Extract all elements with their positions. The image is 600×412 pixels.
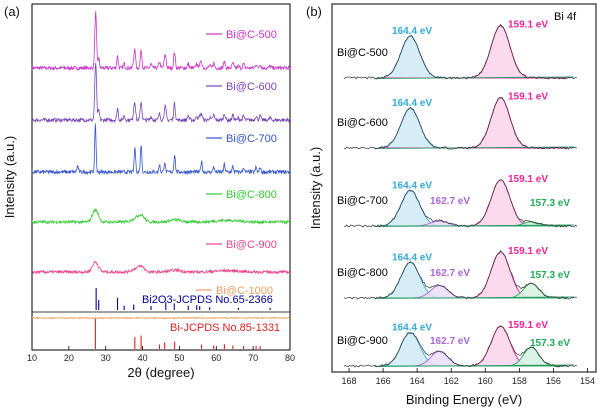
reference-label: Bi-JCPDS No.85-1331 bbox=[170, 322, 280, 334]
background-line bbox=[374, 76, 574, 79]
panel-a-series-labels: Bi@C-500 Bi@C-600 Bi@C-700 Bi@C-800 Bi@C-900… bbox=[196, 29, 277, 297]
peak-label: 159.1 eV bbox=[508, 92, 548, 103]
x-tick-label: 80 bbox=[285, 353, 295, 363]
xrd-curve bbox=[31, 316, 291, 320]
sample-label: Bi@C-500 bbox=[337, 47, 388, 59]
peak-label: 157.3 eV bbox=[530, 338, 570, 349]
series-label: Bi@C-500 bbox=[226, 29, 277, 41]
peak-label: 164.4 eV bbox=[392, 252, 432, 263]
x-tick-label: 20 bbox=[64, 353, 74, 363]
xrd-curve bbox=[31, 11, 291, 72]
fit-component bbox=[379, 107, 568, 149]
x-tick-label: 10 bbox=[27, 353, 37, 363]
panel-a-label: (a) bbox=[4, 4, 20, 19]
x-tick-label: 162 bbox=[444, 376, 459, 386]
xrd-curve bbox=[31, 123, 291, 176]
panel-a-x-ticks: 10 20 30 40 50 60 70 80 bbox=[27, 346, 295, 363]
x-tick-label: 70 bbox=[248, 353, 258, 363]
raw-spectrum bbox=[343, 250, 577, 300]
peak-label: 162.7 eV bbox=[430, 336, 470, 347]
panel-b-label: (b) bbox=[306, 4, 322, 19]
xrd-curve bbox=[31, 260, 291, 275]
raw-spectrum bbox=[343, 325, 578, 368]
xps-spectrum: Bi@C-800 164.4 eV 162.7 eV 159.1 eV 157.3 eV bbox=[337, 246, 577, 300]
x-tick-label: 30 bbox=[101, 353, 111, 363]
x-tick-label: 154 bbox=[580, 376, 595, 386]
peak-label: 157.3 eV bbox=[530, 198, 570, 209]
peak-label: 159.1 eV bbox=[508, 320, 548, 331]
panel-b-title: Bi 4f bbox=[554, 11, 577, 23]
peak-label: 159.1 eV bbox=[508, 174, 548, 185]
panel-a-y-axis-title: Intensity (a.u.) bbox=[2, 136, 17, 218]
x-tick-label: 160 bbox=[478, 376, 493, 386]
xrd-curve bbox=[31, 62, 290, 124]
x-tick-label: 40 bbox=[138, 353, 148, 363]
panel-b-y-axis-title: Intensity (a.u.) bbox=[308, 147, 323, 229]
raw-spectrum bbox=[343, 179, 578, 228]
panel-a-reference-sticks: Bi2O3-JCPDS No.65-2366 Bi-JCPDS No.85-133… bbox=[94, 288, 280, 349]
panel-a-x-axis-title: 2θ (degree) bbox=[127, 365, 194, 380]
x-tick-label: 164 bbox=[410, 376, 425, 386]
sample-label: Bi@C-900 bbox=[337, 335, 388, 347]
panel-b-x-ticks: 168 166 164 162 160 158 156 154 bbox=[342, 368, 595, 386]
panel-a-frame bbox=[31, 3, 291, 351]
peak-label: 164.4 eV bbox=[392, 180, 432, 191]
raw-spectrum bbox=[343, 96, 578, 150]
x-tick-label: 60 bbox=[211, 353, 221, 363]
sample-label: Bi@C-600 bbox=[337, 117, 388, 129]
x-tick-label: 168 bbox=[342, 376, 357, 386]
peak-label: 159.1 eV bbox=[508, 246, 548, 257]
peak-label: 164.4 eV bbox=[392, 98, 432, 109]
panel-b-x-axis-title: Binding Energy (eV) bbox=[406, 392, 522, 407]
panel-a: (a) Bi2O3-JCPDS No.65-2366 Bi-JCPDS No.85… bbox=[2, 3, 295, 380]
xps-spectrum: Bi@C-700 164.4 eV 162.7 eV 159.1 eV 157.3 eV bbox=[337, 174, 578, 228]
x-tick-label: 158 bbox=[512, 376, 527, 386]
panel-b-frame bbox=[331, 3, 597, 373]
xps-spectrum: Bi@C-900 164.4 eV 162.7 eV 159.1 eV 157.3 eV bbox=[337, 320, 578, 368]
series-label: Bi@C-600 bbox=[226, 81, 277, 93]
series-label: Bi@C-1000 bbox=[216, 285, 273, 297]
peak-label: 159.1 eV bbox=[508, 20, 548, 31]
background-line bbox=[374, 224, 574, 227]
peak-label: 157.3 eV bbox=[530, 270, 570, 281]
panel-b-spectra: Bi@C-500 164.4 eV 159.1 eV Bi@C-600 164.4 eV… bbox=[337, 20, 578, 368]
series-label: Bi@C-800 bbox=[226, 189, 277, 201]
peak-label: 164.4 eV bbox=[392, 26, 432, 37]
peak-label: 164.4 eV bbox=[392, 322, 432, 333]
peak-label: 162.7 eV bbox=[430, 268, 470, 279]
reference-label: Bi2O3-JCPDS No.65-2366 bbox=[142, 294, 273, 306]
xps-spectrum: Bi@C-500 164.4 eV 159.1 eV bbox=[337, 20, 578, 80]
panel-a-curves bbox=[31, 11, 291, 320]
xps-spectrum: Bi@C-600 164.4 eV 159.1 eV bbox=[337, 92, 578, 150]
sample-label: Bi@C-800 bbox=[337, 267, 388, 279]
raw-spectrum bbox=[343, 23, 578, 80]
fit-component bbox=[379, 35, 568, 79]
xrd-curve bbox=[31, 208, 291, 225]
series-label: Bi@C-700 bbox=[226, 133, 277, 145]
peak-label: 162.7 eV bbox=[430, 196, 470, 207]
sample-label: Bi@C-700 bbox=[337, 195, 388, 207]
x-tick-label: 50 bbox=[174, 353, 184, 363]
x-tick-label: 156 bbox=[546, 376, 561, 386]
x-tick-label: 166 bbox=[376, 376, 391, 386]
series-label: Bi@C-900 bbox=[226, 239, 277, 251]
